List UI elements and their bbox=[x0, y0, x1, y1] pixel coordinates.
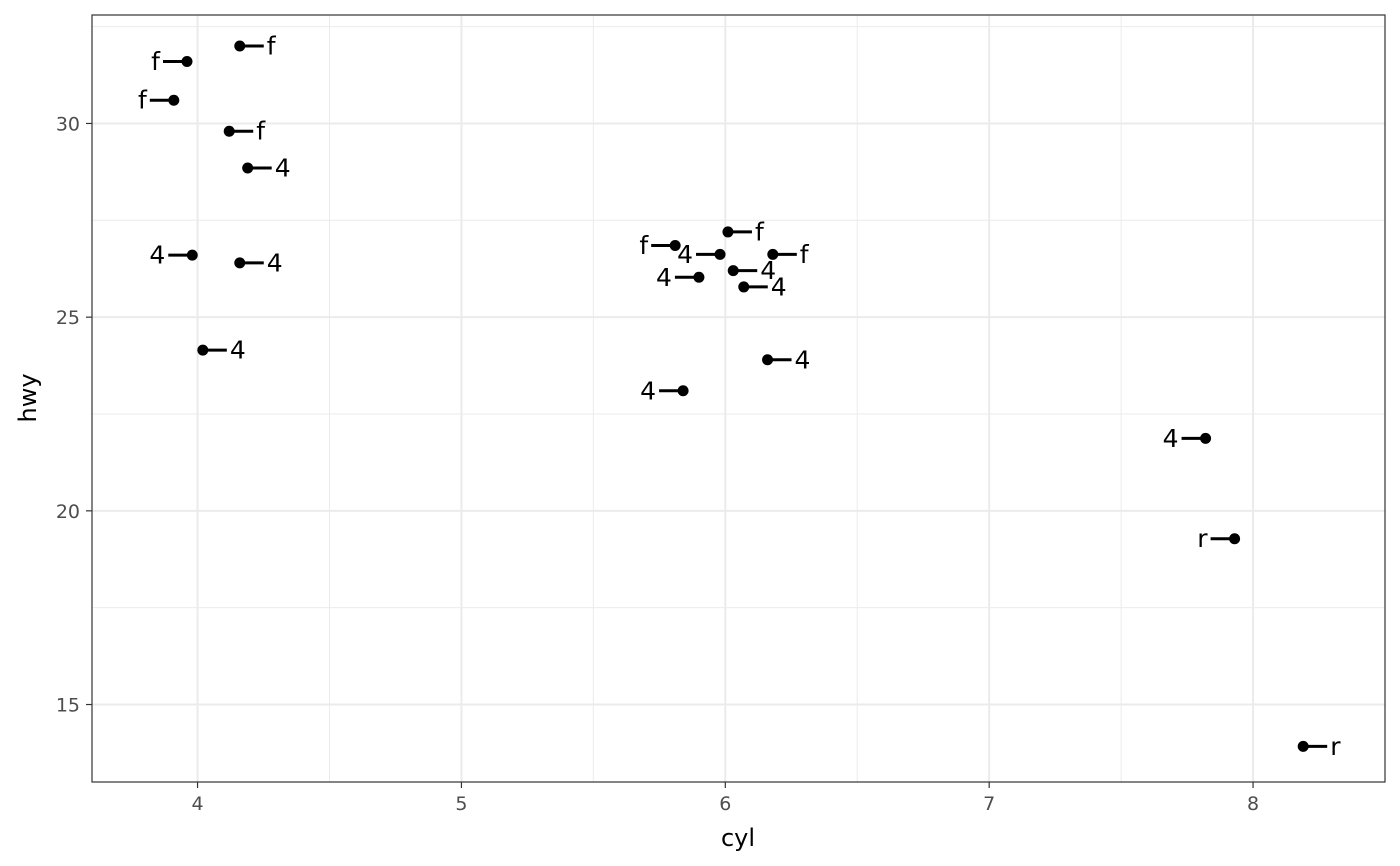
y-tick-label: 15 bbox=[56, 695, 80, 717]
point-label: f bbox=[800, 240, 810, 269]
point-label: 4 bbox=[267, 248, 283, 277]
data-point bbox=[242, 162, 254, 174]
data-point bbox=[1229, 533, 1241, 545]
point-label: f bbox=[267, 31, 277, 60]
data-point bbox=[714, 248, 726, 260]
point-label: 4 bbox=[1163, 424, 1179, 453]
data-point bbox=[181, 55, 193, 67]
y-tick-label: 20 bbox=[56, 501, 80, 523]
point-label: f bbox=[755, 217, 765, 246]
point-label: 4 bbox=[677, 240, 693, 269]
point-label: f bbox=[138, 86, 148, 115]
point-label: f bbox=[256, 117, 266, 146]
point-label: 4 bbox=[656, 263, 672, 292]
data-point bbox=[197, 344, 209, 356]
point-label: 4 bbox=[640, 376, 656, 405]
data-point bbox=[234, 40, 246, 52]
x-tick-label: 6 bbox=[719, 793, 731, 815]
point-label: r bbox=[1330, 732, 1341, 761]
point-label: 4 bbox=[230, 336, 246, 365]
panel-border bbox=[91, 14, 1386, 783]
major-gridlines bbox=[92, 15, 1385, 782]
point-label: 4 bbox=[771, 272, 787, 301]
data-point bbox=[693, 271, 705, 283]
point-label: f bbox=[151, 47, 161, 76]
x-tick-label: 7 bbox=[983, 793, 995, 815]
data-point bbox=[738, 281, 750, 293]
x-tick-label: 5 bbox=[455, 793, 467, 815]
data-point bbox=[722, 226, 734, 238]
point-label: r bbox=[1197, 524, 1208, 553]
data-point bbox=[1200, 432, 1212, 444]
data-point bbox=[186, 249, 198, 261]
y-tick-label: 30 bbox=[56, 113, 80, 135]
point-label: f bbox=[639, 231, 649, 260]
point-label: 4 bbox=[760, 256, 776, 285]
data-point bbox=[234, 257, 246, 269]
data-point bbox=[168, 94, 180, 106]
data-point bbox=[677, 385, 689, 397]
data-point bbox=[762, 354, 774, 366]
y-tick-label: 25 bbox=[56, 307, 80, 329]
point-label: 4 bbox=[795, 345, 811, 374]
data-point bbox=[1297, 740, 1309, 752]
plot-background bbox=[92, 15, 1385, 782]
x-axis-title: cyl bbox=[721, 824, 755, 852]
y-axis-title: hwy bbox=[14, 373, 42, 422]
data-point bbox=[767, 248, 779, 260]
data-point bbox=[669, 239, 681, 251]
minor-gridlines bbox=[92, 15, 1385, 782]
point-label: 4 bbox=[149, 241, 165, 270]
x-tick-label: 4 bbox=[192, 793, 204, 815]
data-point bbox=[223, 125, 235, 137]
axis-ticks: 4 5 6 7 8 15 20 25 30 bbox=[56, 113, 1259, 815]
point-label: 4 bbox=[275, 154, 291, 183]
x-tick-label: 8 bbox=[1247, 793, 1259, 815]
data-point bbox=[727, 265, 739, 277]
